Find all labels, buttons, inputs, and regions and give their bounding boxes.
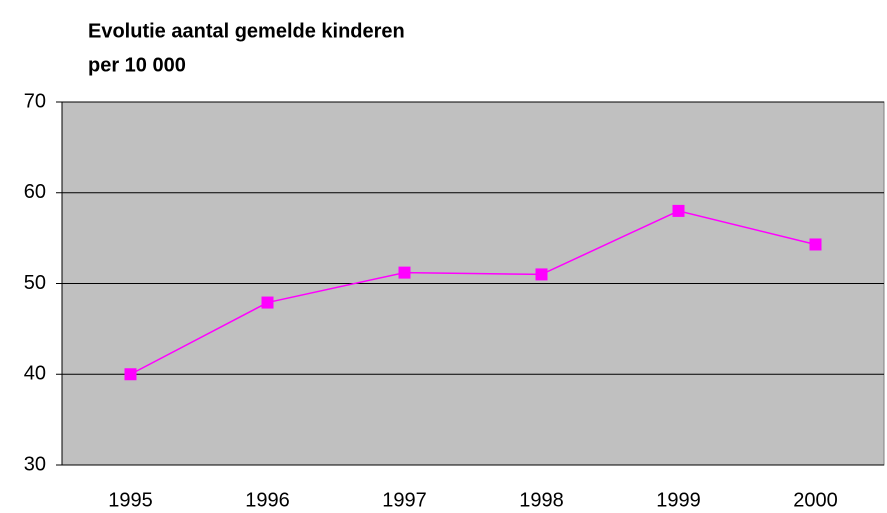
data-line [130,210,816,375]
data-point [535,268,548,281]
x-tick-label: 1997 [382,489,427,511]
data-point [398,266,411,279]
x-tick-label: 2000 [793,489,838,511]
data-point [124,368,137,381]
data-point [672,204,685,217]
y-tick-label: 50 [24,272,46,294]
chart-title: per 10 000 [88,54,186,76]
x-tick-label: 1998 [519,489,564,511]
y-tick-label: 40 [24,363,46,385]
y-tick-label: 70 [24,90,46,112]
x-tick-label: 1995 [108,489,153,511]
chart-title: Evolutie aantal gemelde kinderen [88,20,405,42]
x-tick-label: 1996 [245,489,290,511]
data-point [261,296,274,309]
data-point [809,238,822,251]
y-tick-label: 60 [24,181,46,203]
x-tick-label: 1999 [656,489,701,511]
y-tick-label: 30 [24,453,46,475]
